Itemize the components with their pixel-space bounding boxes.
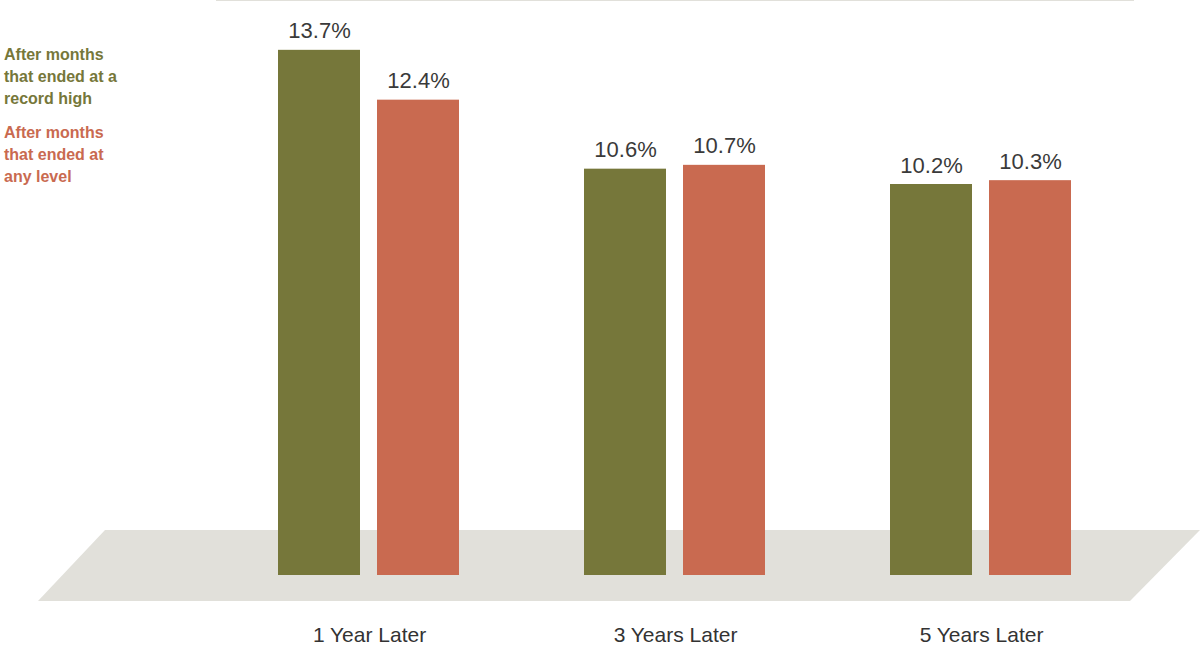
html-text:After months that ended at a r: After months that ended at a record high xyxy=(4,46,117,107)
svg-text:10.2%: 10.2% xyxy=(900,153,962,178)
svg-text:10.3%: 10.3% xyxy=(999,149,1061,174)
svg-text:1 Year Later: 1 Year Later xyxy=(313,623,426,646)
svg-text:12.4%: 12.4% xyxy=(387,68,449,93)
svg-text:10.6%: 10.6% xyxy=(594,137,656,162)
svg-text:13.7%: 13.7% xyxy=(288,18,350,43)
svg-text:3 Years Later: 3 Years Later xyxy=(614,623,738,646)
svg-text:10.7%: 10.7% xyxy=(693,133,755,158)
svg-text:5 Years Later: 5 Years Later xyxy=(920,623,1044,646)
html-text:After months that ended at any: After months that ended at any level xyxy=(4,124,104,185)
